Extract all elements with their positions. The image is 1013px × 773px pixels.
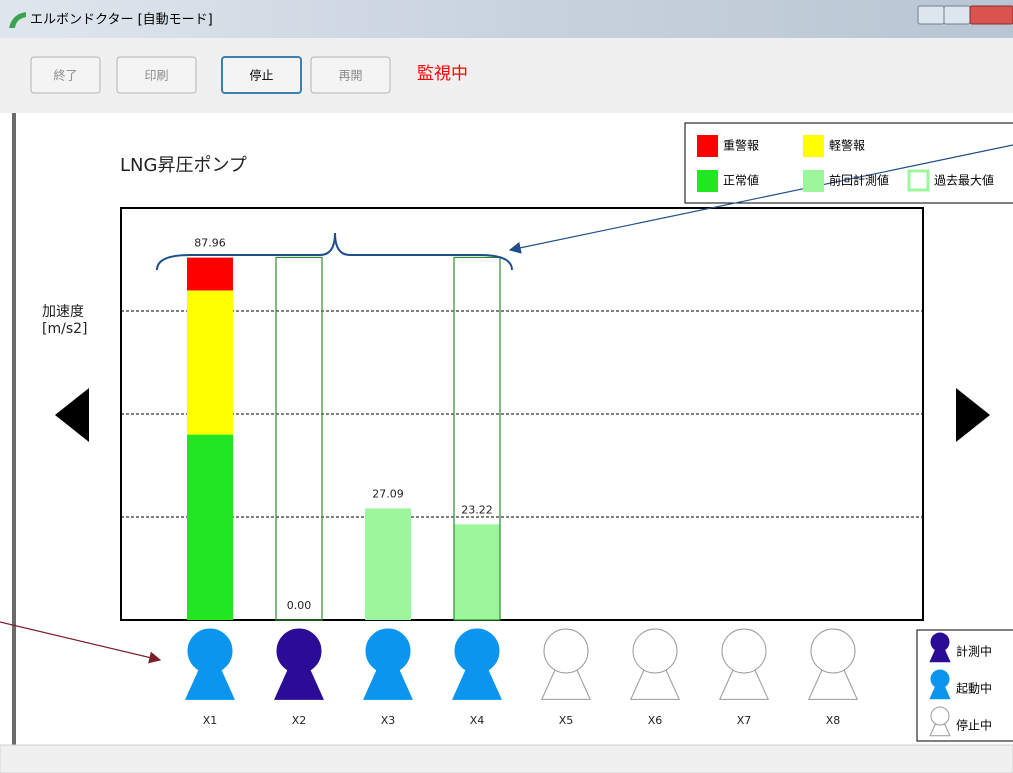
x-tick-label: X1 — [203, 714, 218, 727]
legend-label: 重警報 — [723, 138, 759, 153]
close-button[interactable] — [969, 5, 1013, 25]
toolbar-button-label[interactable]: 印刷 — [144, 69, 168, 83]
toolbar-button-label[interactable]: 再開 — [338, 69, 362, 83]
toolbar-button-label[interactable]: 終了 — [53, 68, 77, 83]
maximize-button[interactable] — [943, 5, 971, 25]
minimize-button[interactable] — [917, 5, 945, 25]
legend-label: 前回計測値 — [829, 173, 889, 188]
pump-icon — [808, 628, 858, 700]
legend-label: 軽警報 — [829, 138, 865, 153]
status-bar — [0, 744, 1013, 773]
title-bar — [0, 0, 1013, 38]
toolbar-button-label[interactable]: 停止 — [249, 68, 273, 83]
bar-segment — [187, 257, 233, 291]
sensor-legend-icon — [929, 706, 951, 737]
legend-label: 過去最大値 — [934, 173, 994, 188]
x-tick-label: X2 — [292, 714, 307, 727]
annotation-arrow — [0, 621, 162, 664]
legend-label: 正常値 — [723, 173, 759, 188]
app-icon — [9, 12, 26, 28]
pump-icon — [452, 628, 502, 700]
prev-page-arrow[interactable] — [55, 388, 89, 442]
bar-segment — [365, 508, 411, 620]
toolbar-button[interactable] — [116, 56, 197, 94]
bar-segment — [454, 524, 500, 620]
x-tick-label: X3 — [381, 714, 396, 727]
legend-swatch — [697, 170, 718, 192]
x-tick-label: X6 — [648, 714, 663, 727]
pump-icon — [274, 628, 324, 700]
sensor-legend-icon — [929, 632, 951, 663]
icon-head — [930, 706, 950, 726]
toolbar-button[interactable] — [221, 56, 302, 94]
legend-swatch — [803, 170, 824, 192]
pump-icon — [541, 628, 591, 700]
pump-icon — [719, 628, 769, 700]
x-tick-label: X7 — [737, 714, 752, 727]
total-label: 87.96 — [194, 237, 226, 250]
icon-head — [543, 628, 589, 674]
sensor-legend-label: 起動中 — [956, 681, 992, 696]
pump-icon — [630, 628, 680, 700]
value-label: 27.09 — [372, 487, 404, 500]
x-tick-label: X5 — [559, 714, 574, 727]
toolbar-button[interactable] — [310, 56, 391, 94]
pump-icon — [185, 628, 235, 700]
icon-head — [721, 628, 767, 674]
x-tick-label: X8 — [826, 714, 841, 727]
legend-swatch — [803, 135, 824, 157]
toolbar-button[interactable] — [30, 56, 101, 94]
icon-head — [632, 628, 678, 674]
max-outline — [275, 256, 323, 621]
legend-swatch — [697, 135, 718, 157]
icon-head — [930, 632, 950, 652]
pump-icon — [363, 628, 413, 700]
annotation-arrow — [508, 144, 1013, 254]
icon-head — [810, 628, 856, 674]
bar-segment — [187, 290, 233, 435]
bar-segment — [187, 434, 233, 620]
y-axis-label: [m/s2] — [42, 321, 87, 337]
icon-head — [276, 628, 322, 674]
legend-box — [684, 122, 1013, 204]
left-border — [12, 113, 16, 745]
y-axis-label: 加速度 — [42, 304, 84, 320]
x-tick-label: X4 — [470, 714, 485, 727]
icon-head — [365, 628, 411, 674]
max-outline — [453, 256, 501, 621]
sensor-legend-label: 停止中 — [956, 718, 992, 733]
window-title: エルボンドクター [自動モード] — [30, 13, 213, 28]
value-label: 0.00 — [287, 599, 312, 612]
next-page-arrow[interactable] — [956, 388, 990, 442]
value-label: 23.22 — [461, 503, 493, 516]
icon-head — [454, 628, 500, 674]
sensor-legend-label: 計測中 — [956, 644, 992, 659]
sensor-legend-box — [916, 629, 1013, 742]
icon-head — [930, 669, 950, 689]
sensor-legend-icon — [929, 669, 951, 700]
brace — [156, 232, 513, 271]
legend-swatch — [907, 169, 930, 192]
icon-head — [187, 628, 233, 674]
chart-title: LNG昇圧ポンプ — [120, 155, 247, 176]
monitor-status: 監視中 — [417, 64, 468, 84]
